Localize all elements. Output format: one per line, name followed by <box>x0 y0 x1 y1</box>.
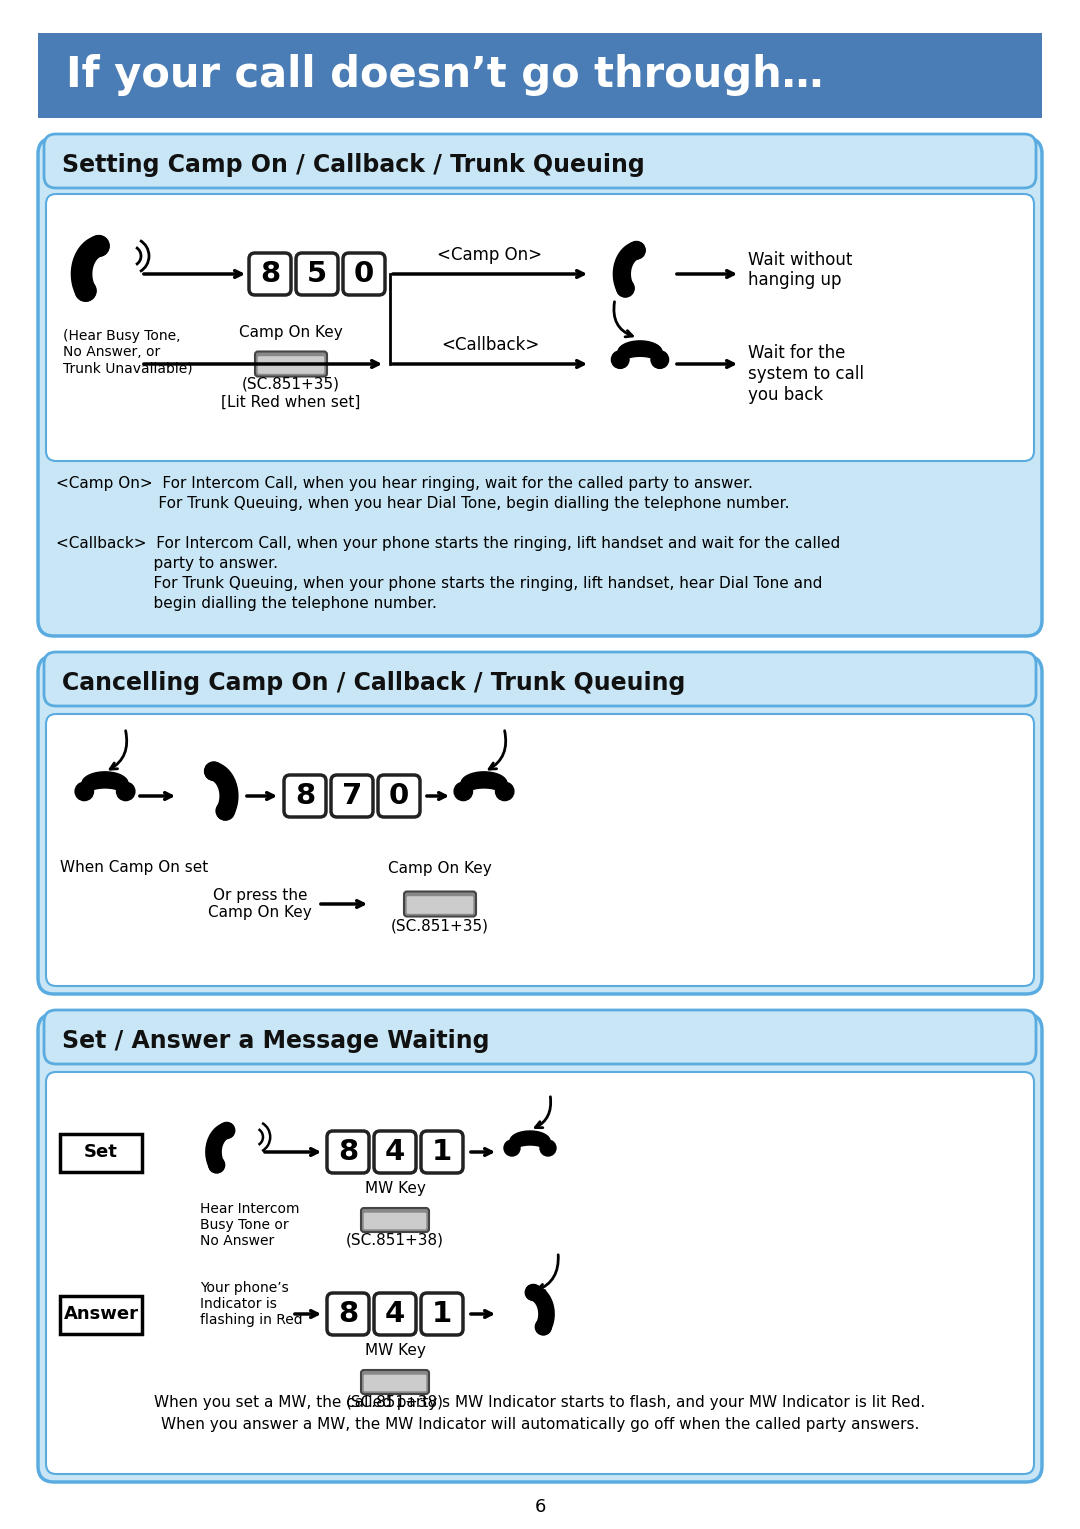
FancyBboxPatch shape <box>327 1131 369 1173</box>
Text: Wait for the
system to call
you back: Wait for the system to call you back <box>748 344 864 404</box>
Text: Camp On Key: Camp On Key <box>388 861 491 876</box>
Circle shape <box>540 1141 556 1156</box>
Circle shape <box>216 801 234 820</box>
FancyBboxPatch shape <box>296 252 338 295</box>
Text: When you set a MW, the called party s MW Indicator starts to flash, and your MW : When you set a MW, the called party s MW… <box>154 1394 926 1410</box>
Text: Camp On Key: Camp On Key <box>239 324 342 339</box>
Text: <Callback>  For Intercom Call, when your phone starts the ringing, lift handset : <Callback> For Intercom Call, when your … <box>56 537 840 550</box>
Polygon shape <box>461 772 507 800</box>
Text: (SC.851+35): (SC.851+35) <box>242 376 340 391</box>
FancyBboxPatch shape <box>44 135 1036 188</box>
Circle shape <box>219 1122 234 1139</box>
Text: begin dialling the telephone number.: begin dialling the telephone number. <box>56 596 437 612</box>
Text: (Hear Busy Tone,
No Answer, or
Trunk Unavailable): (Hear Busy Tone, No Answer, or Trunk Una… <box>63 329 192 376</box>
FancyBboxPatch shape <box>361 1370 429 1394</box>
Text: [Lit Red when set]: [Lit Red when set] <box>221 394 361 410</box>
FancyBboxPatch shape <box>421 1131 463 1173</box>
FancyBboxPatch shape <box>38 656 1042 994</box>
Text: (SC.851+38): (SC.851+38) <box>346 1394 444 1410</box>
Circle shape <box>611 350 629 368</box>
FancyBboxPatch shape <box>361 1208 429 1232</box>
Text: 8: 8 <box>295 781 315 810</box>
Text: Or press the
Camp On Key: Or press the Camp On Key <box>208 888 312 920</box>
FancyBboxPatch shape <box>327 1294 369 1335</box>
FancyBboxPatch shape <box>363 1375 427 1391</box>
Text: <Camp On>  For Intercom Call, when you hear ringing, wait for the called party t: <Camp On> For Intercom Call, when you he… <box>56 476 753 491</box>
Text: When Camp On set: When Camp On set <box>60 859 208 875</box>
FancyBboxPatch shape <box>363 1212 427 1229</box>
Text: When you answer a MW, the MW Indicator will automatically go off when the called: When you answer a MW, the MW Indicator w… <box>161 1416 919 1431</box>
FancyBboxPatch shape <box>330 775 373 816</box>
Circle shape <box>504 1141 519 1156</box>
FancyBboxPatch shape <box>38 138 1042 636</box>
Text: Wait without
hanging up: Wait without hanging up <box>748 251 852 289</box>
Circle shape <box>651 350 669 368</box>
Text: (SC.851+35): (SC.851+35) <box>391 919 489 934</box>
Text: For Trunk Queuing, when you hear Dial Tone, begin dialling the telephone number.: For Trunk Queuing, when you hear Dial To… <box>56 495 789 511</box>
FancyBboxPatch shape <box>46 194 1034 462</box>
Text: 8: 8 <box>260 260 280 287</box>
Text: 5: 5 <box>307 260 327 287</box>
Text: MW Key: MW Key <box>365 1342 426 1358</box>
FancyBboxPatch shape <box>249 252 291 295</box>
Bar <box>60 1135 141 1173</box>
Text: Your phone’s
Indicator is
flashing in Red: Your phone’s Indicator is flashing in Re… <box>200 1281 302 1327</box>
Circle shape <box>496 783 514 801</box>
FancyBboxPatch shape <box>44 1011 1036 1064</box>
FancyBboxPatch shape <box>46 1072 1034 1474</box>
Text: Answer: Answer <box>64 1304 138 1323</box>
FancyBboxPatch shape <box>374 1131 416 1173</box>
Text: party to answer.: party to answer. <box>56 557 278 570</box>
Text: 6: 6 <box>535 1498 545 1515</box>
FancyBboxPatch shape <box>404 891 476 916</box>
Text: <Callback>: <Callback> <box>441 336 539 355</box>
Text: 1: 1 <box>432 1138 453 1167</box>
Text: Set / Answer a Message Waiting: Set / Answer a Message Waiting <box>62 1029 489 1053</box>
Polygon shape <box>618 341 662 367</box>
Circle shape <box>89 235 109 257</box>
FancyBboxPatch shape <box>378 775 420 816</box>
FancyBboxPatch shape <box>343 252 384 295</box>
Text: Hear Intercom
Busy Tone or
No Answer: Hear Intercom Busy Tone or No Answer <box>200 1202 299 1248</box>
Text: Setting Camp On / Callback / Trunk Queuing: Setting Camp On / Callback / Trunk Queui… <box>62 153 645 177</box>
Text: 0: 0 <box>389 781 409 810</box>
Circle shape <box>627 242 645 258</box>
FancyBboxPatch shape <box>46 714 1034 986</box>
FancyBboxPatch shape <box>406 896 474 914</box>
Bar <box>60 1297 141 1333</box>
FancyBboxPatch shape <box>255 352 327 376</box>
Text: 7: 7 <box>341 781 362 810</box>
Text: <Camp On>: <Camp On> <box>437 246 542 265</box>
Circle shape <box>204 761 222 780</box>
Text: MW Key: MW Key <box>365 1180 426 1196</box>
Text: Set: Set <box>84 1144 118 1161</box>
Circle shape <box>76 783 94 801</box>
Circle shape <box>454 783 473 801</box>
Polygon shape <box>82 772 129 800</box>
FancyBboxPatch shape <box>374 1294 416 1335</box>
Circle shape <box>536 1320 552 1335</box>
Circle shape <box>76 280 96 301</box>
Text: (SC.851+38): (SC.851+38) <box>346 1232 444 1248</box>
Text: 4: 4 <box>384 1138 405 1167</box>
Text: 1: 1 <box>432 1300 453 1329</box>
FancyBboxPatch shape <box>421 1294 463 1335</box>
FancyBboxPatch shape <box>38 1014 1042 1482</box>
Polygon shape <box>510 1131 550 1154</box>
Text: 8: 8 <box>338 1300 359 1329</box>
Text: 4: 4 <box>384 1300 405 1329</box>
Circle shape <box>208 1157 225 1173</box>
FancyBboxPatch shape <box>284 775 326 816</box>
FancyBboxPatch shape <box>44 651 1036 706</box>
Circle shape <box>117 783 135 801</box>
Circle shape <box>525 1284 541 1301</box>
Text: Cancelling Camp On / Callback / Trunk Queuing: Cancelling Camp On / Callback / Trunk Qu… <box>62 671 686 696</box>
Circle shape <box>617 280 634 297</box>
Text: 8: 8 <box>338 1138 359 1167</box>
Bar <box>38 34 1042 118</box>
Text: 0: 0 <box>354 260 374 287</box>
FancyBboxPatch shape <box>257 356 325 375</box>
Text: If your call doesn’t go through…: If your call doesn’t go through… <box>66 55 823 96</box>
Text: For Trunk Queuing, when your phone starts the ringing, lift handset, hear Dial T: For Trunk Queuing, when your phone start… <box>56 576 822 592</box>
